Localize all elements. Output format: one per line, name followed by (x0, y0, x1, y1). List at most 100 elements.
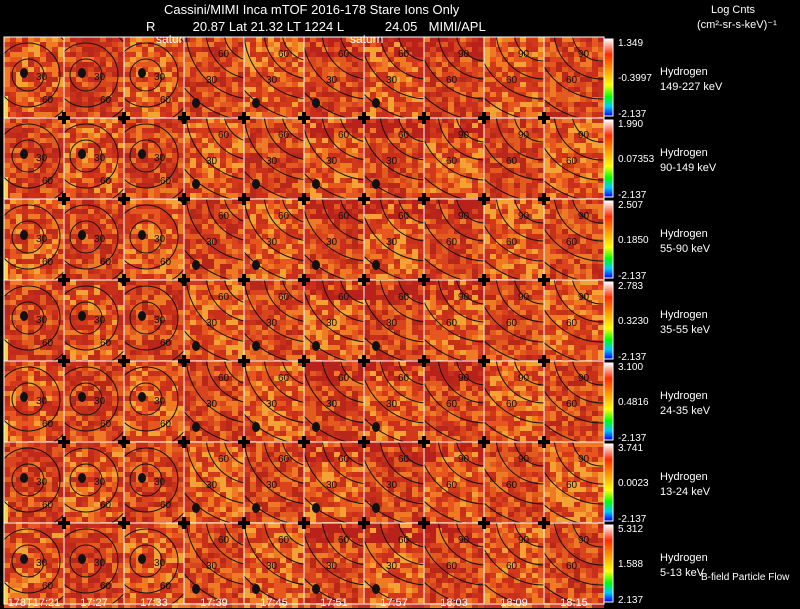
heatmap-cell (388, 173, 394, 178)
heatmap-cell (22, 163, 28, 168)
heatmap-cell (562, 42, 568, 47)
heatmap-cell (508, 77, 514, 82)
heatmap-cell (460, 92, 466, 97)
heatmap-cell (76, 163, 82, 168)
heatmap-cell (46, 188, 52, 193)
heatmap-cell (484, 168, 490, 173)
heatmap-cell (352, 209, 358, 214)
heatmap-cell (232, 62, 238, 67)
heatmap-cell (34, 214, 40, 219)
heatmap-cell (556, 107, 562, 112)
heatmap-cell (388, 118, 394, 123)
heatmap-cell (178, 239, 184, 244)
heatmap-cell (160, 118, 166, 123)
heatmap-cell (526, 77, 532, 82)
heatmap-cell (304, 118, 310, 123)
heatmap-cell (274, 92, 280, 97)
heatmap-cell (34, 118, 40, 123)
heatmap-cell (358, 173, 364, 178)
heatmap-cell (46, 42, 52, 47)
heatmap-cell (262, 193, 268, 198)
heatmap-cell (280, 269, 286, 274)
heatmap-cell (406, 249, 412, 254)
heatmap-cell (292, 52, 298, 57)
heatmap-cell (118, 92, 124, 97)
heatmap-cell (424, 163, 430, 168)
contour-label: 30 (36, 72, 48, 83)
heatmap-cell (34, 92, 40, 97)
heatmap-cell (166, 249, 172, 254)
heatmap-cell (214, 173, 220, 178)
heatmap-cell (442, 37, 448, 42)
heatmap-cell (412, 102, 418, 107)
heatmap-cell (160, 82, 166, 87)
heatmap-cell (412, 199, 418, 204)
heatmap-cell (70, 133, 76, 138)
heatmap-cell (550, 133, 556, 138)
heatmap-cell (322, 67, 328, 72)
heatmap-cell (142, 199, 148, 204)
heatmap-cell (316, 209, 322, 214)
heatmap-cell (478, 57, 484, 62)
heatmap-cell (136, 158, 142, 163)
heatmap-cell (244, 62, 250, 67)
heatmap-cell (322, 133, 328, 138)
heatmap-cell (412, 62, 418, 67)
heatmap-cell (532, 67, 538, 72)
heatmap-cell (202, 77, 208, 82)
heatmap-cell (370, 163, 376, 168)
contour-label: 90 (458, 49, 470, 60)
heatmap-cell (238, 67, 244, 72)
heatmap-cell (346, 244, 352, 249)
heatmap-cell (82, 178, 88, 183)
heatmap-cell (352, 173, 358, 178)
heatmap-cell (274, 229, 280, 234)
heatmap-cell (352, 148, 358, 153)
heatmap-cell (34, 173, 40, 178)
heatmap-cell (436, 112, 442, 117)
heatmap-cell (202, 178, 208, 183)
heatmap-cell (526, 173, 532, 178)
heatmap-cell (262, 143, 268, 148)
heatmap-cell (88, 72, 94, 77)
heatmap-cell (238, 72, 244, 77)
heatmap-cell (430, 107, 436, 112)
heatmap-cell (226, 239, 232, 244)
heatmap-cell (34, 77, 40, 82)
heatmap-cell (346, 47, 352, 52)
heatmap-cell (70, 234, 76, 239)
heatmap-cell (88, 67, 94, 72)
heatmap-cell (568, 112, 574, 117)
heatmap-cell (190, 62, 196, 67)
heatmap-cell (550, 87, 556, 92)
heatmap-cell (316, 168, 322, 173)
heatmap-cell (274, 42, 280, 47)
contour-line (553, 37, 604, 80)
heatmap-cell (208, 87, 214, 92)
heatmap-cell (124, 219, 130, 224)
heatmap-cell (256, 173, 262, 178)
heatmap-cell (460, 77, 466, 82)
heatmap-cell (52, 153, 58, 158)
heatmap-cell (316, 204, 322, 209)
heatmap-cell (346, 239, 352, 244)
heatmap-cell (202, 72, 208, 77)
heatmap-cell (22, 274, 28, 279)
heatmap-cell (190, 158, 196, 163)
heatmap-cell (34, 97, 40, 102)
contour-line (11, 139, 45, 173)
contour-label: 60 (338, 49, 350, 60)
heatmap-cell (112, 37, 118, 42)
heatmap-cell (232, 183, 238, 188)
heatmap-cell (82, 92, 88, 97)
heatmap-cell (316, 229, 322, 234)
heatmap-cell (292, 42, 298, 47)
heatmap-cell (592, 148, 598, 153)
heatmap-cell (478, 178, 484, 183)
heatmap-cell (22, 107, 28, 112)
heatmap-cell (454, 188, 460, 193)
heatmap-cell (598, 193, 604, 198)
heatmap-cell (382, 77, 388, 82)
heatmap-cell (124, 82, 130, 87)
heatmap-cell (16, 158, 22, 163)
